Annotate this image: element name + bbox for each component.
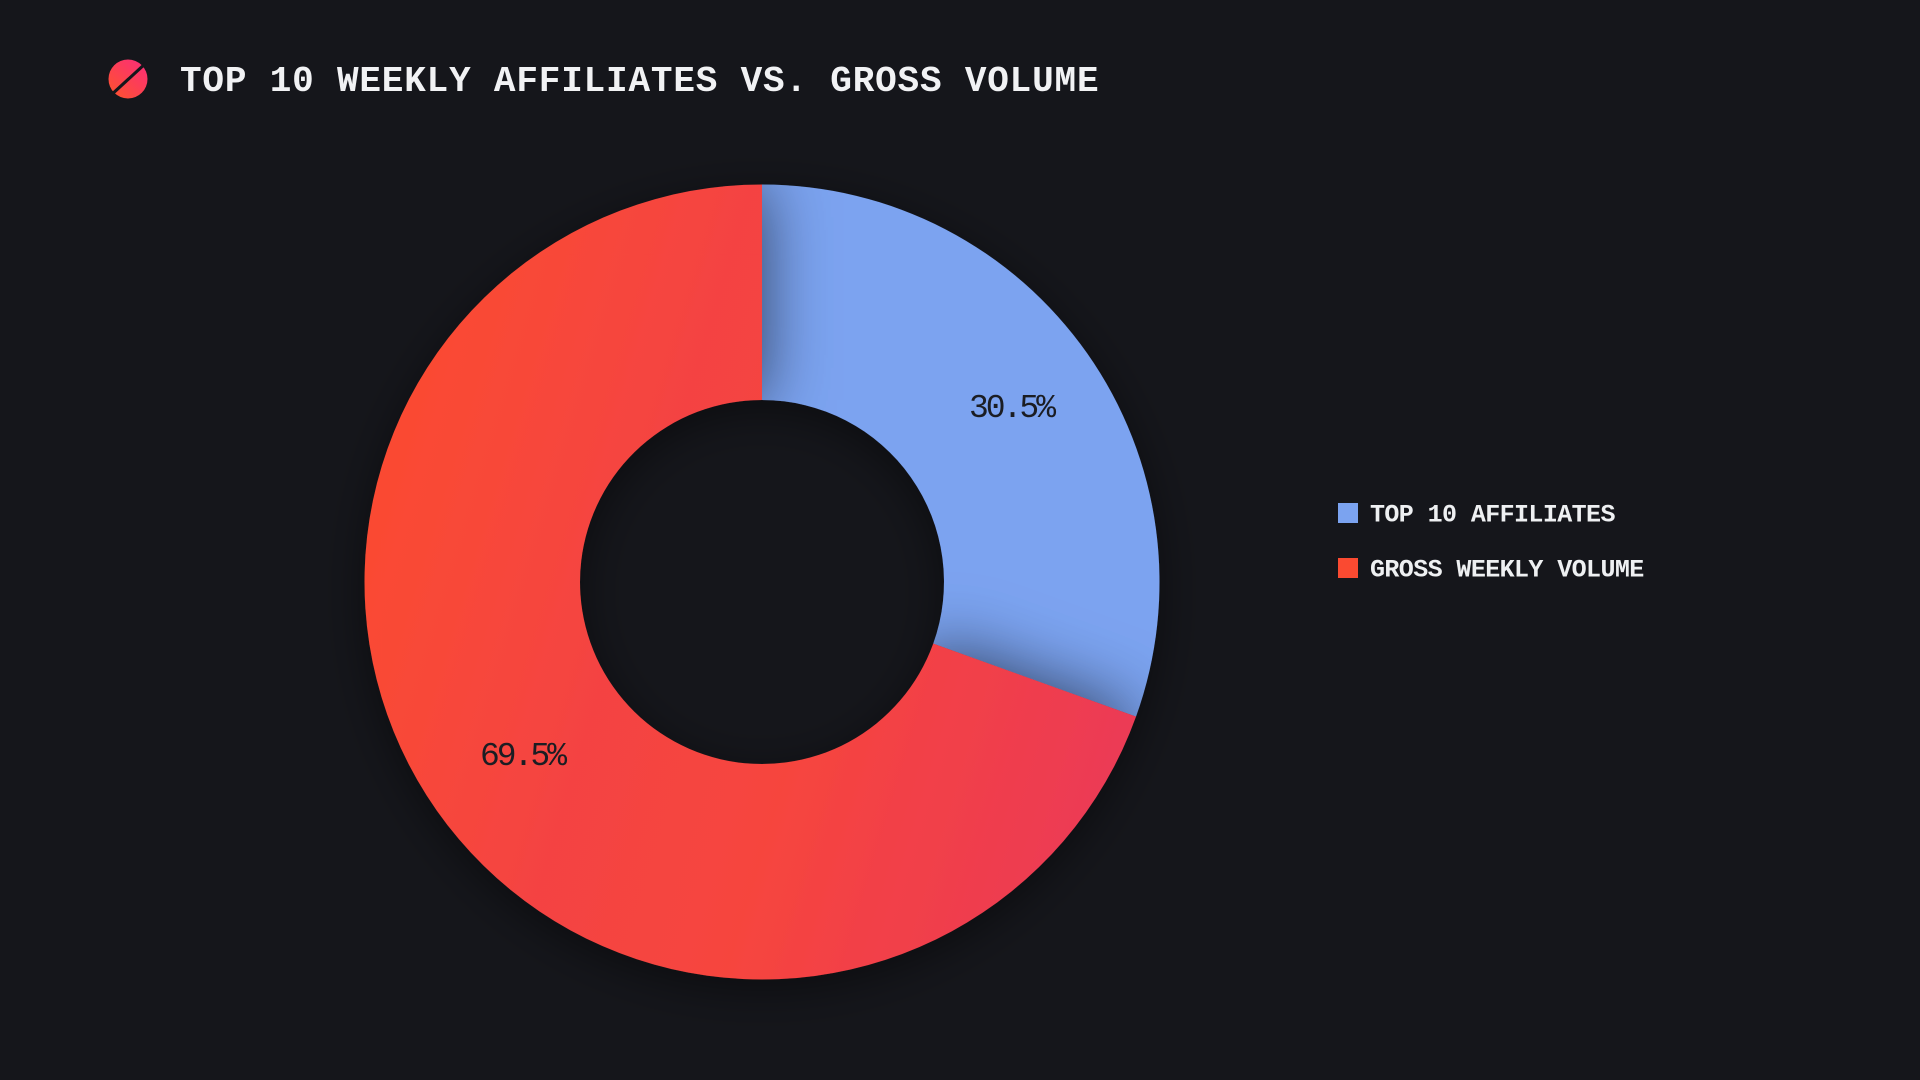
svg-text:30.5%: 30.5% <box>969 390 1056 427</box>
svg-text:TOP 10 AFFILIATES: TOP 10 AFFILIATES <box>1370 501 1615 530</box>
svg-text:GROSS WEEKLY VOLUME: GROSS WEEKLY VOLUME <box>1370 556 1644 585</box>
svg-text:69.5%: 69.5% <box>480 738 567 775</box>
svg-text:TOP 10 WEEKLY AFFILIATES VS. G: TOP 10 WEEKLY AFFILIATES VS. GROSS VOLUM… <box>180 61 1099 102</box>
